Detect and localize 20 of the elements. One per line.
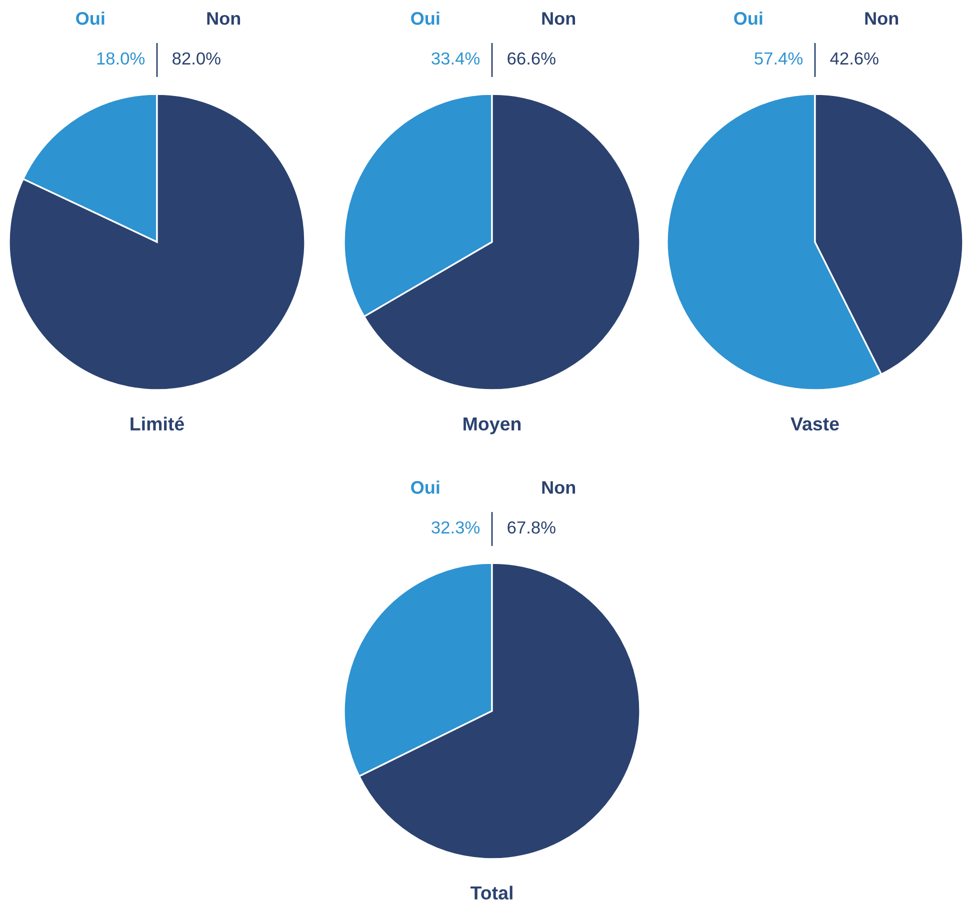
slice-label: Oui [411, 480, 440, 494]
data-label: 82.0% [172, 52, 220, 65]
text: Moyen [464, 417, 521, 434]
slice-label: Oui [411, 12, 440, 25]
slice-label: Non [542, 481, 576, 494]
slice-label: Oui [76, 12, 104, 25]
data-label: 66.6% [508, 52, 556, 65]
slice-label: Non [207, 12, 240, 25]
slice-label: Non [542, 12, 576, 25]
data-label: 67.8% [508, 521, 556, 534]
data-label: 32.3% [432, 521, 480, 534]
slice-label: Oui [734, 12, 762, 25]
text: Total [470, 886, 512, 900]
text: Limité [130, 416, 184, 431]
text: Vaste [790, 417, 839, 431]
data-label: 33.4% [432, 52, 480, 65]
data-label: 57.4% [754, 52, 803, 65]
data-label: 18.0% [97, 52, 145, 65]
data-label: 42.6% [830, 52, 878, 65]
slice-label: Non [865, 12, 898, 25]
